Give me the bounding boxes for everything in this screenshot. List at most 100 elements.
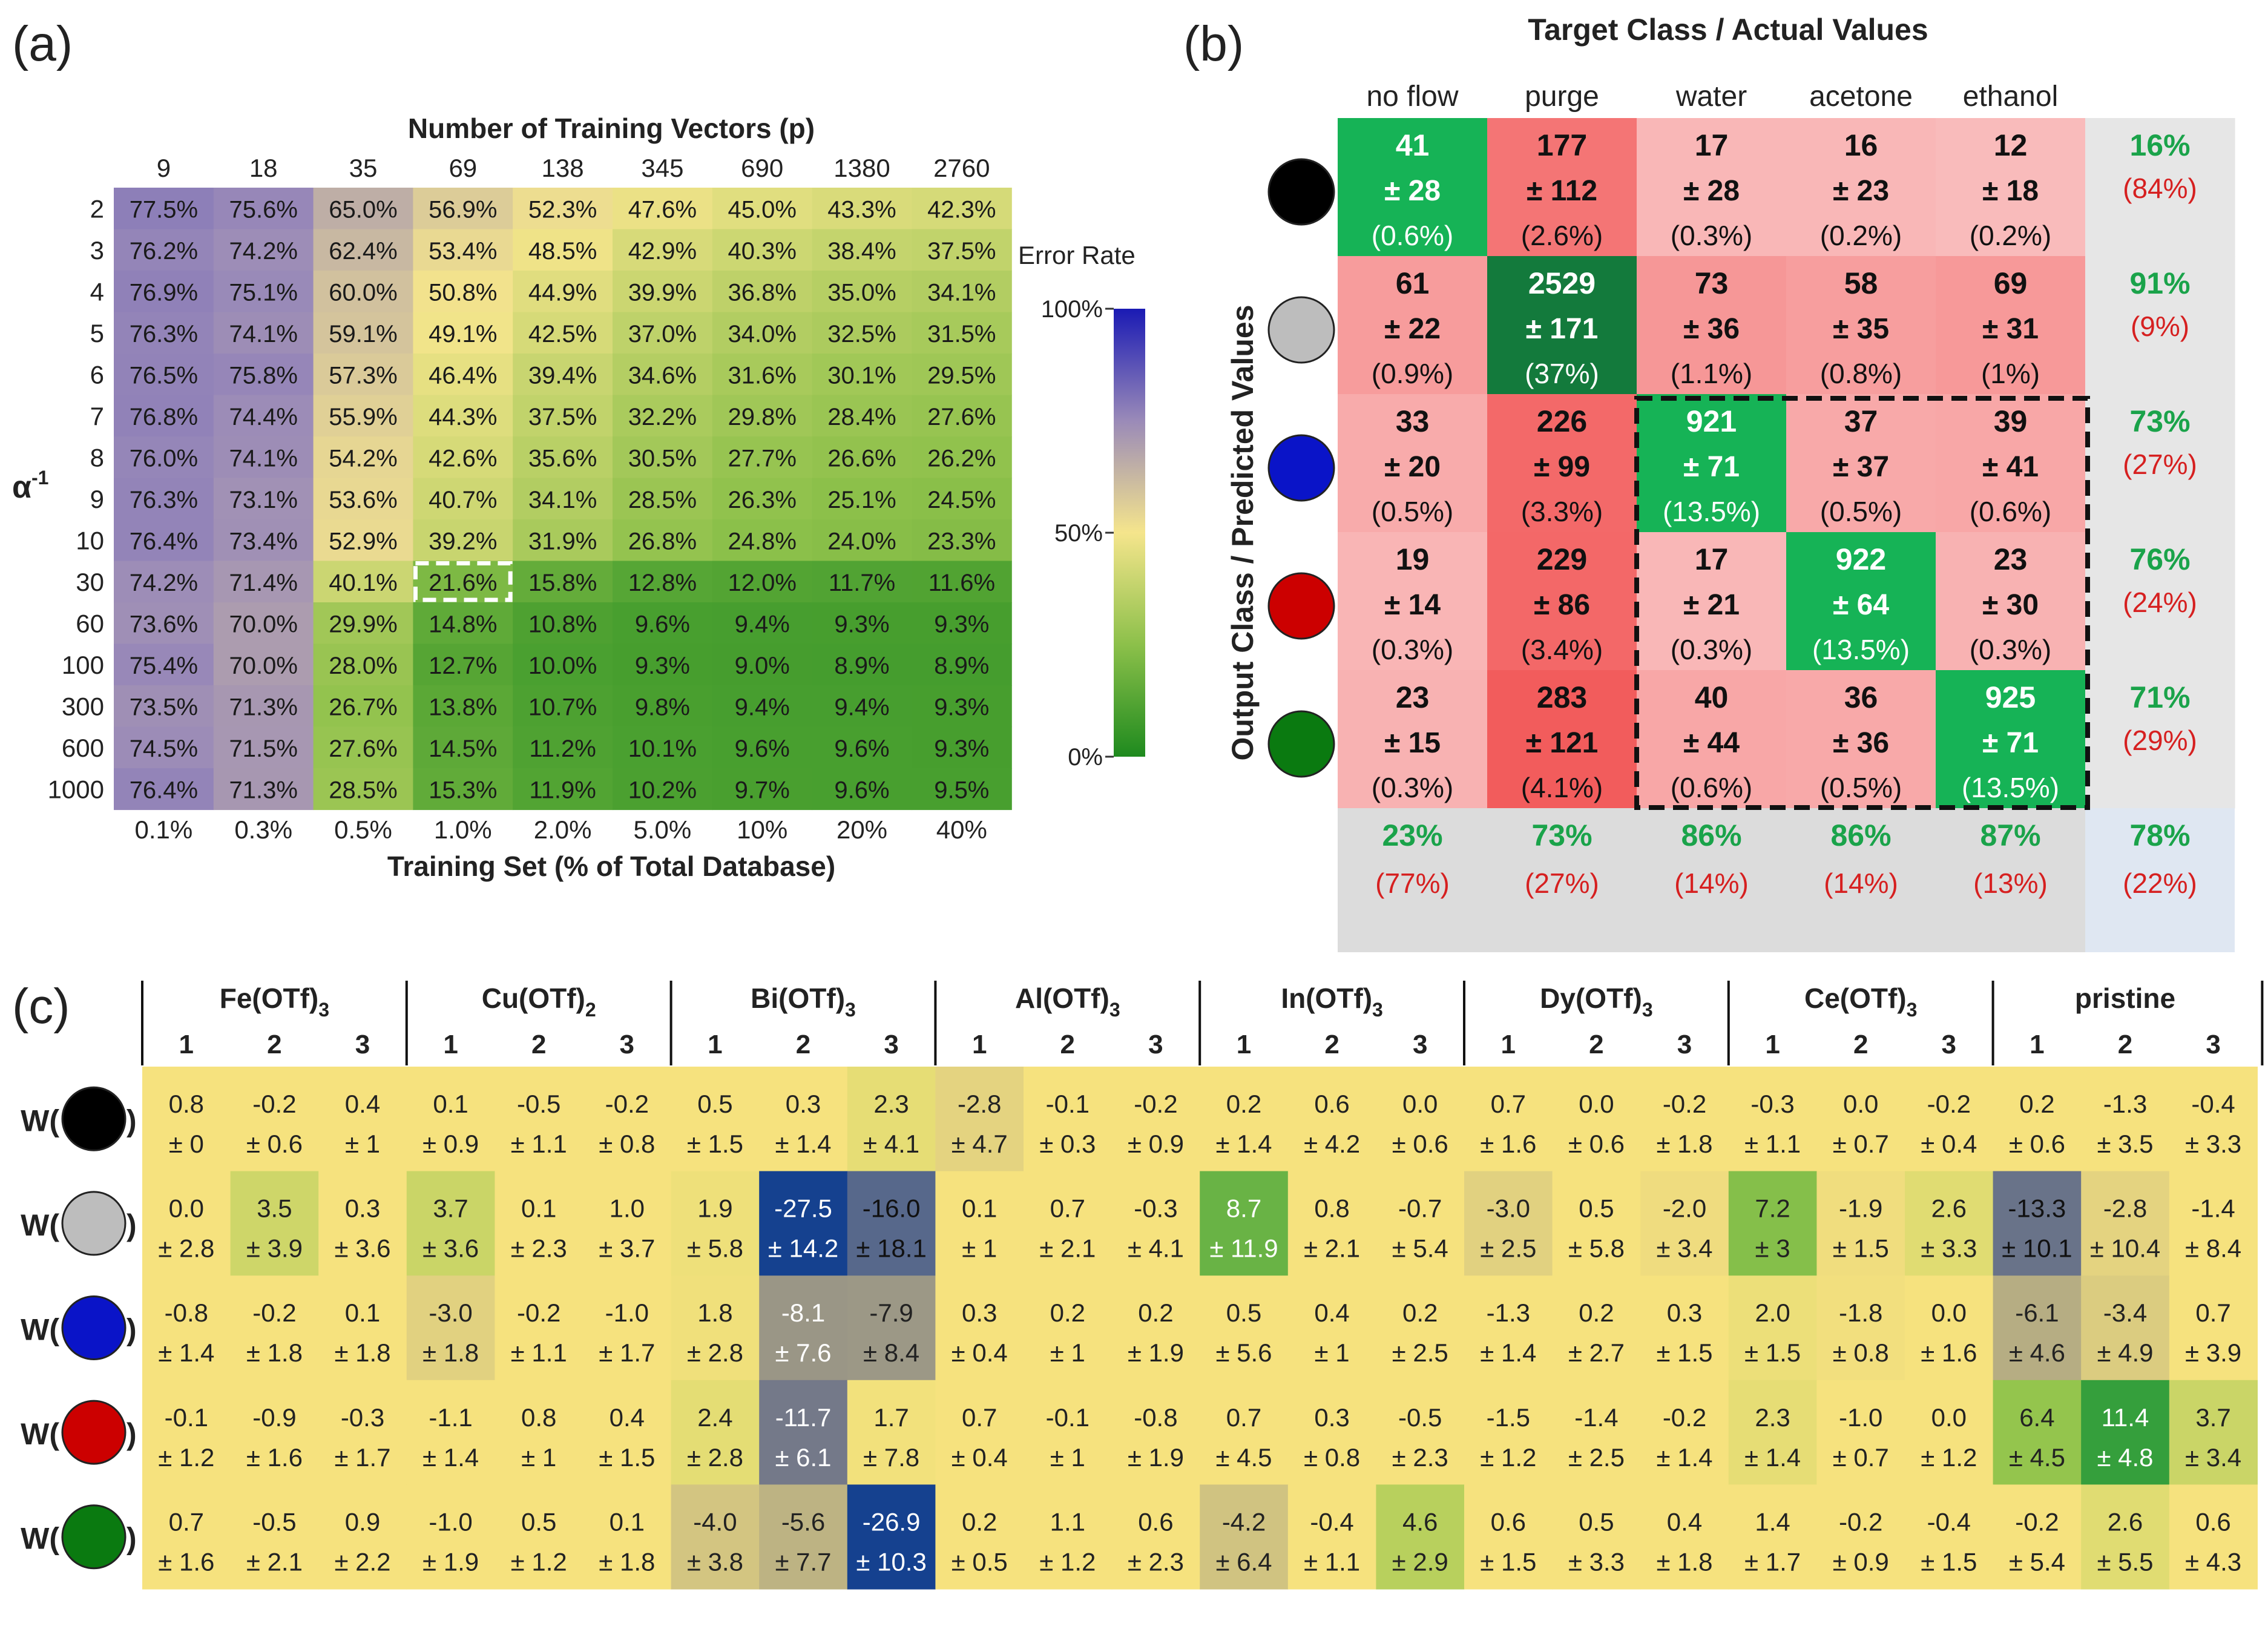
panel-c-subcolumn-header: 1 [1501,1030,1516,1059]
panel-c-group-name: Bi(OTf) [751,982,845,1014]
panel-c-subcolumn-header: 2 [267,1030,281,1059]
panel-b-cell-count: 283 [1537,680,1587,714]
panel-c-cell-value: -0.4 [1310,1507,1353,1536]
panel-c-cell-value: 0.5 [697,1090,732,1118]
panel-c-cell-error: ± 2.5 [1392,1338,1448,1367]
panel-c-cell-error: ± 1 [1315,1338,1350,1367]
panel-c-cell-error: ± 1.8 [1656,1130,1712,1158]
panel-c-cells: 0.8± 0-0.2± 0.60.4± 10.1± 0.9-0.5± 1.1-0… [142,1067,2258,1590]
panel-a-cell-value: 76.0% [130,445,198,472]
panel-c-cell-value: 11.4 [2102,1403,2149,1432]
panel-a-cell-value: 73.6% [130,611,198,637]
panel-c-cell-value: -0.3 [341,1403,384,1432]
panel-c-cell-value: 0.7 [2195,1298,2230,1327]
panel-a-cell-value: 76.3% [130,321,198,347]
panel-c-cell [1287,1275,1376,1381]
panel-a-cell [712,312,813,354]
panel-b-cell-count: 23 [1994,542,2028,576]
panel-a-cell-value: 30.1% [827,362,896,389]
panel-c-cell-value: 0.4 [1314,1298,1349,1327]
panel-a-cell-value: 32.2% [628,404,697,430]
panel-c-cell-error: ± 1.9 [422,1547,479,1576]
panel-a-cell-value: 9.3% [934,611,989,637]
panel-b-row-marker-circle [1267,158,1335,226]
panel-a-cell [712,271,813,313]
panel-a-cell [413,436,513,479]
panel-c-subcolumn-header: 2 [1589,1030,1603,1059]
panel-c-cell-error: ± 1.6 [246,1443,303,1472]
panel-c-subcolumn-header: 1 [708,1030,722,1059]
panel-a-cell-value: 28.4% [827,404,896,430]
panel-c-cell [1200,1067,1289,1172]
panel-c-cell-value: 0.1 [521,1194,556,1223]
panel-c-cell-value: 2.3 [873,1090,909,1118]
panel-a-cell [513,436,613,479]
panel-c-subcolumn-header: 3 [355,1030,370,1059]
panel-c-cell [1024,1484,1113,1590]
panel-a-cell [114,602,214,645]
panel-b-cell-count: 41 [1396,128,1430,162]
panel-b-col-summary-bad: (13%) [1973,867,2048,899]
panel-b-ylabel: Output Class / Predicted Values [1226,304,1260,760]
panel-c-cell-error: ± 3.7 [599,1234,655,1263]
panel-b-cell-pct: (4.1%) [1521,772,1603,803]
panel-c-cell-error: ± 1.7 [599,1338,655,1367]
panel-c-cell-value: -4.0 [693,1507,737,1536]
panel-a-cell [712,519,813,562]
panel-a-cell-value: 73.5% [130,694,198,720]
panel-c-cell [1905,1067,1994,1172]
panel-c-cell-value: 1.1 [1050,1507,1085,1536]
panel-a-cell-value: 76.2% [130,238,198,265]
panel-c-cell-value: 0.6 [1491,1507,1526,1536]
panel-a-cell [712,643,813,686]
panel-a-cell [513,478,613,520]
panel-c-cell [759,1380,848,1485]
panel-b-cell-count: 12 [1994,128,2028,162]
panel-b-cell-pct: (0.5%) [1820,772,1902,803]
panel-a-error-heatmap: (a) Number of Training Vectors (p) 9 18 35… [12,16,1145,882]
panel-b-col-summary-good: 73% [1531,818,1592,852]
panel-a-xlabel: Training Set (% of Total Database) [387,851,835,882]
panel-c-cell-error: ± 1.9 [1128,1338,1184,1367]
panel-a-cell-value: 37.0% [628,321,697,347]
panel-a-cell-value: 10.8% [528,611,597,637]
panel-c-cell [495,1275,583,1381]
panel-a-top-ticks: 9 18 35 69 138 345 690 1380 2760 [157,154,990,182]
panel-b-column-header: water [1675,81,1747,113]
panel-a-cell [313,229,413,271]
panel-c-cell-value: -0.2 [1839,1507,1882,1536]
panel-a-cell-value: 35.0% [827,279,896,306]
panel-c-cell [1993,1171,2082,1276]
panel-c-cell [847,1171,936,1276]
panel-c-subcolumn-header: 1 [1765,1030,1780,1059]
panel-c-cell-error: ± 0.6 [2009,1130,2065,1158]
panel-b-row-markers [1267,158,1335,778]
panel-a-cell [613,271,713,313]
panel-c-subcolumn-header: 2 [2118,1030,2132,1059]
panel-a-y-tick: 100 [62,651,104,679]
panel-b-col-summary-cell [1786,808,1936,952]
panel-b-row-summary-good: 73% [2129,404,2190,438]
panel-c-cell [230,1380,319,1485]
panel-b-cell-sd: ± 18 [1982,175,2039,207]
panel-a-cell [712,229,813,271]
panel-c-cell [1640,1275,1729,1381]
panel-b-cell [1487,394,1637,533]
panel-c-group-subscript: 3 [1109,999,1120,1021]
panel-a-y-tick: 30 [76,568,104,596]
panel-a-cell-value: 26.8% [628,528,697,555]
panel-c-cell-error: ± 4.9 [2097,1338,2153,1367]
panel-a-cell [513,602,613,645]
panel-a-cell-value: 57.3% [329,362,397,389]
panel-a-cell [812,436,912,479]
panel-a-cell [313,395,413,437]
panel-c-cell [671,1484,760,1590]
panel-c-subcolumn-header: 1 [179,1030,194,1059]
panel-c-cell-value: 0.7 [962,1403,997,1432]
panel-a-cell-value: 75.4% [130,653,198,679]
panel-c-cell-error: ± 5.8 [1568,1234,1625,1263]
panel-c-cell-error: ± 0 [169,1130,204,1158]
panel-c-cell-error: ± 1.4 [1215,1130,1272,1158]
panel-b-cell-pct: (0.2%) [1970,220,2051,251]
panel-a-cell-value: 37.5% [528,404,597,430]
